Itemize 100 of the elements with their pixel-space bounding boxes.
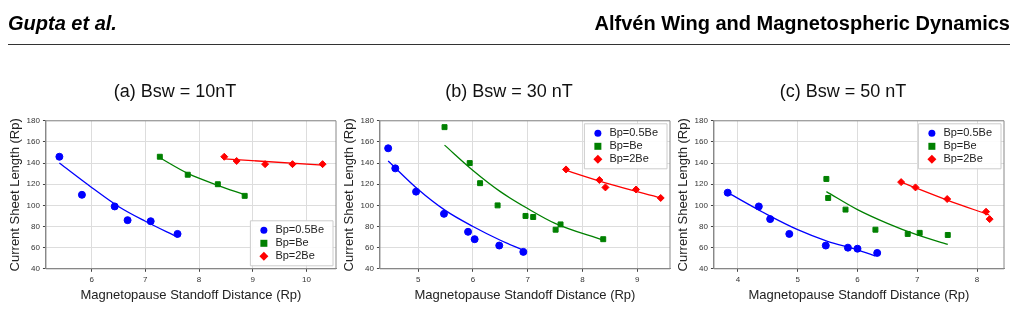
point bbox=[944, 232, 951, 238]
point bbox=[982, 207, 991, 216]
point bbox=[412, 187, 421, 196]
x-tick-label: 6 bbox=[470, 274, 476, 284]
x-tick-label: 4 bbox=[735, 274, 741, 284]
y-tick-label: 60 bbox=[31, 242, 41, 252]
point bbox=[441, 124, 448, 131]
point bbox=[173, 229, 182, 238]
point bbox=[723, 188, 732, 197]
point bbox=[821, 241, 830, 250]
point bbox=[853, 244, 862, 253]
legend-label: Bp=Be bbox=[609, 139, 643, 152]
x-tick-label: 6 bbox=[855, 274, 861, 284]
point bbox=[632, 185, 641, 194]
y-tick-label: 180 bbox=[360, 116, 375, 125]
point bbox=[562, 165, 571, 174]
text: Alfvén Wing and Magnetospheric Dynamics bbox=[594, 11, 1010, 35]
legend-label: Bp=Be bbox=[943, 139, 977, 152]
x-tick-label: 9 bbox=[634, 274, 640, 284]
y-axis-title: Current Sheet Length (Rp) bbox=[675, 118, 691, 272]
y-tick-label: 180 bbox=[26, 116, 41, 125]
legend-label: Bp=0.5Be bbox=[609, 126, 658, 139]
point bbox=[241, 192, 248, 199]
x-axis-title: Magnetopause Standoff Distance (Rp) bbox=[80, 286, 302, 302]
y-tick-label: 140 bbox=[26, 158, 41, 168]
x-axis-title: Magnetopause Standoff Distance (Rp) bbox=[414, 286, 636, 302]
point bbox=[156, 153, 163, 160]
y-tick-label: 40 bbox=[365, 264, 375, 273]
chart-title: (b) Bsw = 30 nT bbox=[444, 81, 574, 103]
x-tick-label: 7 bbox=[915, 274, 921, 284]
x-tick-label: 5 bbox=[416, 274, 422, 284]
x-tick-label: 8 bbox=[196, 274, 202, 284]
y-tick-label: 160 bbox=[26, 137, 41, 147]
point bbox=[522, 212, 529, 219]
x-tick-label: 7 bbox=[143, 274, 149, 284]
point bbox=[985, 215, 994, 224]
point bbox=[288, 160, 297, 169]
point bbox=[77, 190, 86, 199]
line-series bbox=[825, 190, 949, 246]
y-tick-label: 80 bbox=[365, 221, 375, 231]
point bbox=[842, 206, 849, 213]
x-tick-label: 6 bbox=[89, 274, 95, 284]
y-tick-label: 180 bbox=[694, 116, 709, 125]
point bbox=[477, 180, 484, 187]
point bbox=[843, 243, 852, 252]
y-tick-label: 100 bbox=[360, 200, 375, 210]
y-axis-title: Current Sheet Length (Rp) bbox=[7, 118, 23, 272]
point bbox=[943, 195, 952, 204]
point bbox=[495, 241, 504, 250]
point bbox=[318, 160, 327, 169]
y-tick-label: 60 bbox=[365, 242, 375, 252]
y-axis-title: Current Sheet Length (Rp) bbox=[341, 118, 357, 272]
point bbox=[470, 235, 479, 244]
legend-label: Bp=2Be bbox=[943, 152, 983, 165]
y-tick-label: 160 bbox=[360, 137, 375, 147]
point bbox=[823, 175, 830, 182]
y-tick-label: 160 bbox=[694, 137, 709, 147]
point bbox=[220, 152, 229, 161]
point bbox=[123, 216, 132, 225]
point bbox=[261, 160, 270, 169]
y-tick-label: 60 bbox=[699, 242, 709, 252]
point bbox=[916, 229, 923, 236]
point bbox=[904, 230, 911, 237]
point bbox=[656, 193, 665, 202]
point bbox=[519, 247, 528, 256]
y-tick-label: 40 bbox=[31, 264, 41, 273]
point bbox=[146, 217, 155, 226]
point bbox=[232, 156, 241, 165]
point bbox=[897, 178, 906, 187]
text: Gupta et al. bbox=[8, 11, 117, 35]
point bbox=[766, 215, 775, 224]
y-tick-label: 80 bbox=[699, 221, 709, 231]
point bbox=[55, 152, 64, 161]
point bbox=[384, 144, 393, 153]
x-tick-label: 8 bbox=[974, 274, 980, 284]
point bbox=[466, 160, 473, 167]
x-tick-label: 10 bbox=[302, 274, 312, 284]
legend-label: Bp=0.5Be bbox=[943, 126, 992, 139]
point bbox=[872, 226, 879, 233]
x-tick-label: 7 bbox=[525, 274, 531, 284]
point bbox=[595, 176, 604, 184]
point bbox=[439, 209, 448, 218]
y-tick-label: 120 bbox=[694, 179, 709, 189]
chart-title: (a) Bsw = 10nT bbox=[112, 81, 238, 103]
point bbox=[785, 229, 794, 238]
legend-label: Bp=Be bbox=[275, 236, 309, 249]
point bbox=[494, 202, 501, 209]
legend-label: Bp=2Be bbox=[609, 152, 649, 165]
x-axis-title: Magnetopause Standoff Distance (Rp) bbox=[748, 286, 970, 302]
point bbox=[552, 226, 559, 233]
legend-label: Bp=2Be bbox=[275, 249, 315, 262]
x-tick-label: 8 bbox=[580, 274, 586, 284]
y-tick-label: 120 bbox=[26, 179, 41, 189]
y-tick-label: 120 bbox=[360, 179, 375, 189]
x-tick-label: 5 bbox=[795, 274, 801, 284]
point bbox=[754, 202, 763, 211]
x-tick-label: 9 bbox=[250, 274, 256, 284]
point bbox=[110, 202, 119, 211]
point bbox=[464, 227, 473, 236]
point bbox=[911, 183, 920, 192]
